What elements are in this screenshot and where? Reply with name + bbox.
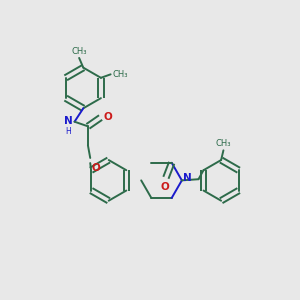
Text: N: N <box>64 116 72 126</box>
Text: N: N <box>183 172 192 183</box>
Text: O: O <box>160 182 169 192</box>
Text: CH₃: CH₃ <box>71 46 87 56</box>
Text: H: H <box>65 127 71 136</box>
Text: CH₃: CH₃ <box>113 70 128 79</box>
Text: O: O <box>103 112 112 122</box>
Text: CH₃: CH₃ <box>216 139 231 148</box>
Text: O: O <box>91 163 100 173</box>
